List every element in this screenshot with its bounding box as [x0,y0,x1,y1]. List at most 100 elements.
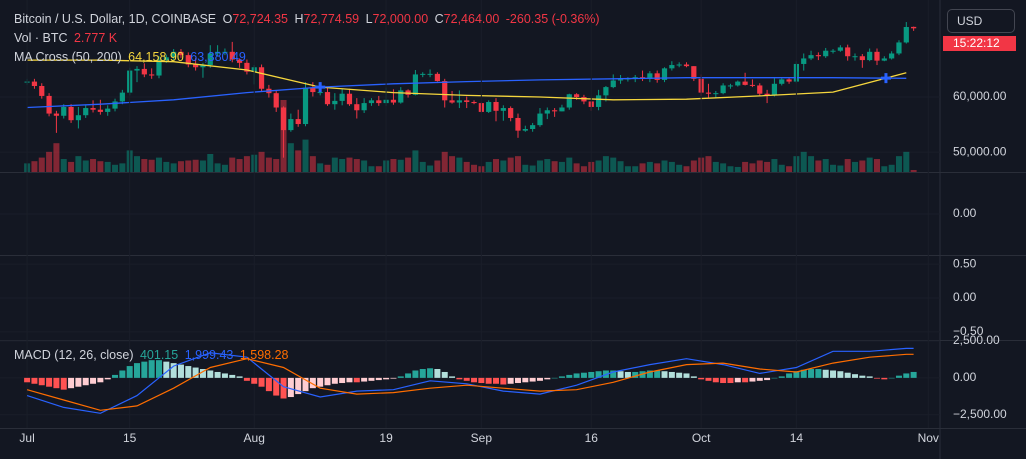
x-tick-label: 15 [123,431,137,445]
macd-legend: MACD (12, 26, close) 401.15 1,999.43 1,5… [14,348,292,362]
volume-bar [771,159,778,172]
histogram-bar [720,377,727,384]
volume-bar [68,161,75,172]
volume-bar [778,164,785,172]
symbol-legend: Bitcoin / U.S. Dollar, 1D, COINBASE O72,… [14,12,603,26]
volume-bar [837,165,844,172]
histogram-bar [822,369,829,378]
histogram-bar [683,373,690,378]
candle-body [456,100,462,103]
volume-bar [265,157,272,172]
volume-bar [177,161,184,172]
candle-body [288,119,294,131]
candle-body [163,57,169,61]
candle-body [661,68,668,80]
currency-button[interactable]: USD [947,9,1015,33]
volume-bar [742,161,749,172]
volume-bar [75,156,82,172]
candle-body [229,51,235,60]
volume-bar [141,159,148,172]
volume-bar [38,157,45,172]
candle-body [779,79,785,84]
volume-bar [536,160,543,172]
histogram-bar [236,376,243,378]
volume-bar [339,159,346,172]
histogram-bar [368,377,375,381]
y-tick-label: 0.50 [953,256,977,270]
histogram-bar [712,377,719,383]
volume-bar [361,160,368,172]
histogram-bar [793,371,800,378]
y-tick-label: −0.50 [953,324,984,338]
candle-body [200,65,206,68]
candle-body [801,58,807,64]
candle-body [500,108,506,111]
volume-bar [471,164,478,172]
x-tick-label: 19 [379,431,393,445]
x-tick-label: Nov [918,431,939,445]
histogram-bar [397,376,404,378]
ma-cross [880,73,891,84]
histogram-bar [229,374,236,378]
histogram-bar [126,366,133,378]
histogram-bar [676,372,683,378]
candle-body [859,56,865,61]
moving-average [27,59,907,101]
volume-bar [119,163,126,172]
histogram-bar [346,377,353,383]
candle-body [889,53,895,59]
candle-body [544,110,550,114]
candle-body [442,81,448,101]
histogram-bar [90,377,97,384]
candle-body [75,115,81,121]
volume-bar [163,161,170,172]
volume-bar [903,151,910,172]
volume-bar [808,156,815,172]
histogram-bar [339,377,346,384]
ohlc-value: 72,774.59 [303,12,360,26]
volume-bar [390,159,397,172]
volume-bar [397,159,404,172]
volume-bar [873,159,880,172]
histogram-bar [82,377,89,386]
volume-value: 2.777 K [73,31,118,45]
volume-bar [112,164,119,172]
candle-body [134,68,140,71]
volume-bar [375,166,382,172]
volume-bar [830,164,837,172]
histogram-bar [434,369,441,378]
y-tick-label: 60,000.00 [953,89,1007,103]
volume-bar [514,156,521,172]
candle-body [486,101,492,112]
volume-bar [749,163,756,172]
moving-average [27,77,907,109]
candle-body [603,87,609,96]
histogram-bar [485,377,492,384]
candle-body [808,55,814,59]
candle-body [464,100,470,102]
volume-bar [192,159,199,172]
volume-bar [866,157,873,172]
histogram-bar [31,377,38,384]
volume-bar [859,160,866,172]
volume-bar [661,160,668,172]
histogram-bar [112,374,119,378]
histogram-bar [141,361,148,378]
volume-bar [822,159,829,172]
volume-bar [302,139,309,172]
symbol: Bitcoin / U.S. Dollar, 1D, COINBASE [14,12,217,26]
histogram-bar [844,372,851,378]
volume-bar [199,160,206,172]
volume-bar [734,166,741,172]
histogram-bar [800,369,807,378]
candle-body [749,84,756,86]
volume-bar [134,156,141,172]
volume-bar [258,151,265,172]
volume-bar [90,159,97,172]
histogram-bar [690,376,697,378]
histogram-bar [742,377,749,383]
volume-bar [236,159,243,172]
volume-bar [185,160,192,172]
histogram-bar [778,376,785,378]
candle-body [368,100,375,104]
